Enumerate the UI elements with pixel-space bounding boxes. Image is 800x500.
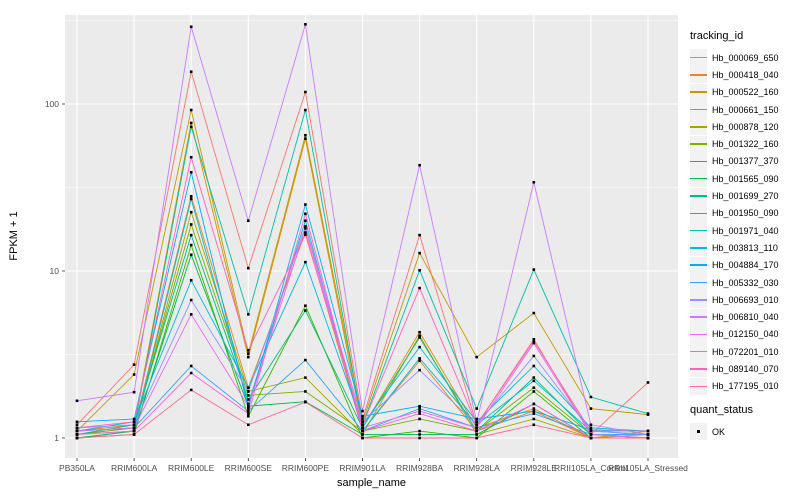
legend-entry: Hb_006693_010 <box>690 291 798 309</box>
legend-entry-ok: OK <box>690 423 798 441</box>
legend-entries: Hb_000069_650 Hb_000418_040 Hb_000522_160 H… <box>690 49 798 395</box>
legend-label: Hb_006810_040 <box>712 312 779 323</box>
legend-label: Hb_001699_270 <box>712 191 779 202</box>
legend: tracking_id Hb_000069_650 Hb_000418_040 Hb… <box>690 30 798 441</box>
legend-label: Hb_001950_090 <box>712 208 779 219</box>
legend-label: Hb_005332_030 <box>712 277 779 288</box>
legend-entry: Hb_012150_040 <box>690 325 798 343</box>
x-tick-label: RRIM600LE <box>168 463 215 473</box>
quant-status-legend: quant_status OK <box>690 403 798 441</box>
legend-title-quant-status: quant_status <box>690 403 753 416</box>
line-swatch-icon <box>690 152 707 170</box>
line-swatch-icon <box>690 291 707 309</box>
x-tick-label: RRIM901LA <box>339 463 386 473</box>
line-swatch-icon <box>690 66 707 84</box>
line-swatch-icon <box>690 135 707 153</box>
line-swatch-icon <box>690 343 707 361</box>
legend-label: Hb_006693_010 <box>712 294 779 305</box>
legend-label: Hb_000661_150 <box>712 104 779 115</box>
legend-label: Hb_001322_160 <box>712 139 779 150</box>
line-swatch-icon <box>690 325 707 343</box>
legend-label: Hb_072201_010 <box>712 346 779 357</box>
legend-entry: Hb_177195_010 <box>690 377 798 395</box>
y-tick-label: 10 <box>50 266 60 276</box>
line-swatch-icon <box>690 83 707 101</box>
line-swatch-icon <box>690 187 707 205</box>
line-swatch-icon <box>690 204 707 222</box>
legend-label: Hb_089140_070 <box>712 363 779 374</box>
legend-entry: Hb_000418_040 <box>690 66 798 84</box>
legend-title-tracking-id: tracking_id <box>690 30 744 42</box>
legend-entry: Hb_004884_170 <box>690 256 798 274</box>
y-tick-label: 100 <box>45 99 59 109</box>
legend-entry: Hb_001565_090 <box>690 170 798 188</box>
legend-label: Hb_177195_010 <box>712 381 779 392</box>
legend-entry: Hb_001971_040 <box>690 222 798 240</box>
line-swatch-icon <box>690 274 707 291</box>
y-tick-label: 1 <box>54 433 59 443</box>
legend-label-ok: OK <box>712 426 726 437</box>
legend-entry: Hb_001699_270 <box>690 187 798 205</box>
line-swatch-icon <box>690 101 707 119</box>
legend-label: Hb_000069_650 <box>712 52 779 63</box>
x-tick-label: RRII105LA_Stressed <box>608 463 688 473</box>
line-swatch-icon <box>690 308 707 326</box>
y-axis-title: FPKM + 1 <box>8 211 20 261</box>
line-swatch-icon <box>690 360 707 378</box>
legend-label: Hb_000878_120 <box>712 121 779 132</box>
legend-label: Hb_000418_040 <box>712 69 779 80</box>
legend-entry: Hb_006810_040 <box>690 308 798 326</box>
line-swatch-icon <box>690 49 707 67</box>
legend-entry: Hb_000661_150 <box>690 101 798 119</box>
x-tick-label: RRII105LA_Control <box>554 463 628 473</box>
axis-ticks <box>62 103 649 461</box>
legend-entry: Hb_089140_070 <box>690 360 798 378</box>
legend-entry: Hb_003813_110 <box>690 239 798 257</box>
square-point-icon <box>690 423 707 441</box>
legend-entry: Hb_072201_010 <box>690 343 798 361</box>
legend-entry: Hb_005332_030 <box>690 274 798 291</box>
legend-entry: Hb_001950_090 <box>690 204 798 222</box>
x-axis-title: sample_name <box>336 477 407 489</box>
plot-panel <box>65 15 678 458</box>
x-tick-label: RRIM928LE <box>511 463 558 473</box>
legend-label: Hb_001971_040 <box>712 225 779 236</box>
legend-label: Hb_003813_110 <box>712 242 778 253</box>
legend-label: Hb_012150_040 <box>712 329 779 340</box>
line-swatch-icon <box>690 222 707 240</box>
line-swatch-icon <box>690 170 707 188</box>
line-swatch-icon <box>690 256 707 274</box>
legend-entry: Hb_000878_120 <box>690 118 798 136</box>
legend-label: Hb_001377_370 <box>712 156 779 167</box>
line-swatch-icon <box>690 239 707 257</box>
data-points <box>75 23 650 440</box>
line-swatch-icon <box>690 118 707 136</box>
legend-label: Hb_001565_090 <box>712 173 779 184</box>
x-tick-label: RRIM600PE <box>282 463 330 473</box>
x-tick-label: RRIM928BA <box>396 463 444 473</box>
legend-entry: Hb_000522_160 <box>690 83 798 101</box>
legend-entry: Hb_000069_650 <box>690 49 798 67</box>
legend-entry: Hb_001322_160 <box>690 135 798 153</box>
x-tick-label: PB350LA <box>59 463 95 473</box>
legend-label: Hb_004884_170 <box>712 260 779 271</box>
legend-entry: Hb_001377_370 <box>690 152 798 170</box>
x-tick-label: RRIM600LA <box>111 463 158 473</box>
legend-label: Hb_000522_160 <box>712 87 779 98</box>
tick-labels: 1 10 100 PB350LA RRIM600LA RRIM600LE RRIM600SE… <box>45 99 688 473</box>
line-swatch-icon <box>690 377 707 395</box>
x-tick-label: RRIM928LA <box>454 463 501 473</box>
x-tick-label: RRIM600SE <box>225 463 273 473</box>
